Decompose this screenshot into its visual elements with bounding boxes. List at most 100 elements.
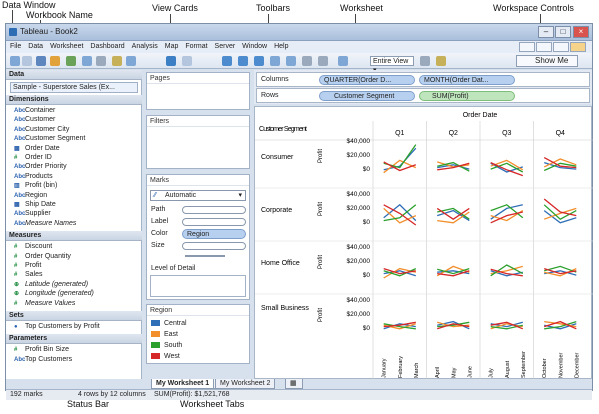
measure-item[interactable]: # Profit [14, 262, 41, 269]
series-line-south[interactable] [437, 207, 470, 220]
measure-item[interactable]: # Discount [14, 243, 52, 250]
series-line-south[interactable] [383, 204, 417, 222]
menu-worksheet[interactable]: Worksheet [50, 43, 84, 50]
series-line-south[interactable] [543, 162, 577, 172]
columns-shelf[interactable]: Columns QUARTER(Order D... MONTH(Order D… [256, 72, 590, 87]
measure-item[interactable]: # Order Quantity [14, 253, 71, 260]
connect-icon[interactable] [166, 56, 176, 66]
auto-update-icon[interactable] [112, 56, 122, 66]
menu-file[interactable]: File [10, 43, 22, 50]
data-pane-header[interactable]: Data [6, 70, 142, 80]
dimension-item[interactable]: ▦ Ship Date [14, 201, 56, 208]
back-icon[interactable] [10, 56, 20, 66]
series-line-south[interactable] [437, 267, 470, 275]
series-line-south[interactable] [437, 321, 470, 328]
series-line-west[interactable] [490, 211, 523, 224]
series-line-east[interactable] [383, 159, 417, 174]
fit-select[interactable]: Entire View ▾ [370, 56, 414, 74]
columns-pill-month[interactable]: MONTH(Order Dat... [419, 75, 515, 85]
series-line-south[interactable] [544, 265, 577, 273]
series-line-central[interactable] [437, 209, 470, 222]
sets-header[interactable]: Sets [6, 311, 142, 321]
dimension-item[interactable]: # Order ID [14, 154, 52, 161]
measure-item[interactable]: ⊕ Latitude (generated) [14, 281, 88, 288]
dimension-item[interactable]: AbcRegion [14, 192, 47, 199]
filters-card[interactable]: Filters [146, 115, 250, 169]
sort-descending-icon[interactable] [254, 56, 264, 66]
legend-item-east[interactable]: East [151, 331, 178, 338]
menu-data[interactable]: Data [28, 43, 44, 50]
rows-pill-profit[interactable]: SUM(Profit) [419, 91, 515, 101]
series-line-west[interactable] [437, 270, 470, 277]
series-line-south[interactable] [437, 161, 470, 172]
dimension-item[interactable]: AbcMeasure Names [14, 220, 76, 227]
parameters-header[interactable]: Parameters [6, 334, 142, 345]
dimension-item[interactable]: AbcCustomer [14, 116, 55, 123]
size-shelf[interactable] [182, 242, 246, 250]
dimension-item[interactable]: AbcOrder Priority [14, 163, 67, 170]
series-line-east[interactable] [543, 207, 577, 220]
parameter-item[interactable]: # Profit Bin Size [14, 346, 69, 353]
dimensions-header[interactable]: Dimensions [6, 95, 142, 105]
path-shelf[interactable] [182, 206, 246, 214]
maximize-button[interactable]: □ [555, 26, 571, 38]
new-sheet-icon[interactable]: ▦ [285, 379, 303, 389]
series-line-central[interactable] [490, 204, 523, 220]
run-update-icon[interactable] [126, 56, 136, 66]
legend-item-west[interactable]: West [151, 353, 180, 360]
measure-item[interactable]: # Measure Values [14, 300, 75, 307]
workspace-control-presentation-icon[interactable] [570, 42, 586, 52]
series-line-west[interactable] [436, 207, 470, 220]
series-line-west[interactable] [543, 157, 577, 169]
series-line-east[interactable] [437, 161, 470, 168]
rows-shelf[interactable]: Rows Customer Segment SUM(Profit) [256, 88, 590, 103]
dimension-item[interactable]: ▦ Order Date [14, 145, 60, 152]
series-line-west[interactable] [383, 321, 416, 328]
parameter-item[interactable]: AbcTop Customers [14, 356, 72, 363]
series-line-south[interactable] [490, 264, 524, 277]
dimension-item[interactable]: AbcContainer [14, 107, 55, 114]
menu-map[interactable]: Map [164, 43, 179, 50]
workspace-control-data-icon[interactable] [519, 42, 535, 52]
series-line-east[interactable] [383, 207, 417, 224]
totals-icon[interactable] [286, 56, 296, 66]
dimension-item[interactable]: AbcSupplier [14, 210, 51, 217]
tab-worksheet-1[interactable]: My Worksheet 1 [151, 379, 215, 389]
save-icon[interactable] [36, 56, 46, 66]
series-line-east[interactable] [543, 158, 577, 168]
set-item[interactable]: ● Top Customers by Profit [14, 323, 100, 330]
series-line-west[interactable] [437, 162, 470, 171]
group-icon[interactable] [270, 56, 280, 66]
new-worksheet-icon[interactable] [66, 56, 76, 66]
series-line-west[interactable] [383, 267, 416, 275]
menu-help[interactable]: Help [274, 43, 289, 50]
series-line-east[interactable] [490, 159, 524, 171]
level-of-detail-shelf[interactable] [150, 275, 246, 297]
sort-ascending-icon[interactable] [238, 56, 248, 66]
series-line-south[interactable] [383, 323, 416, 330]
series-line-central[interactable] [544, 270, 577, 276]
dimension-item[interactable]: ▥ Profit (bin) [14, 182, 57, 189]
menu-server[interactable]: Server [214, 43, 236, 50]
series-line-south[interactable] [544, 320, 577, 330]
dimension-item[interactable]: AbcCustomer Segment [14, 135, 85, 142]
duplicate-icon[interactable] [82, 56, 92, 66]
dimension-item[interactable]: AbcCustomer City [14, 126, 69, 133]
columns-pill-quarter[interactable]: QUARTER(Order D... [319, 75, 415, 85]
label-shelf[interactable] [182, 218, 246, 226]
series-line-west[interactable] [544, 320, 577, 330]
series-line-west[interactable] [543, 198, 577, 217]
pen-icon[interactable] [436, 56, 446, 66]
series-line-west[interactable] [383, 161, 417, 172]
measure-item[interactable]: ⊕ Longitude (generated) [14, 290, 94, 297]
series-line-south[interactable] [490, 162, 524, 173]
measures-header[interactable]: Measures [6, 231, 142, 242]
clear-icon[interactable] [96, 56, 106, 66]
series-line-south[interactable] [383, 268, 417, 277]
mark-type-select[interactable]: ⁄⁄ Automatic ▾ [150, 190, 246, 201]
rows-pill-segment[interactable]: Customer Segment [319, 91, 415, 101]
minimize-button[interactable]: – [538, 26, 554, 38]
workspace-control-filmstrip-icon[interactable] [553, 42, 569, 52]
menu-analysis[interactable]: Analysis [131, 43, 158, 50]
series-line-central[interactable] [543, 210, 577, 224]
